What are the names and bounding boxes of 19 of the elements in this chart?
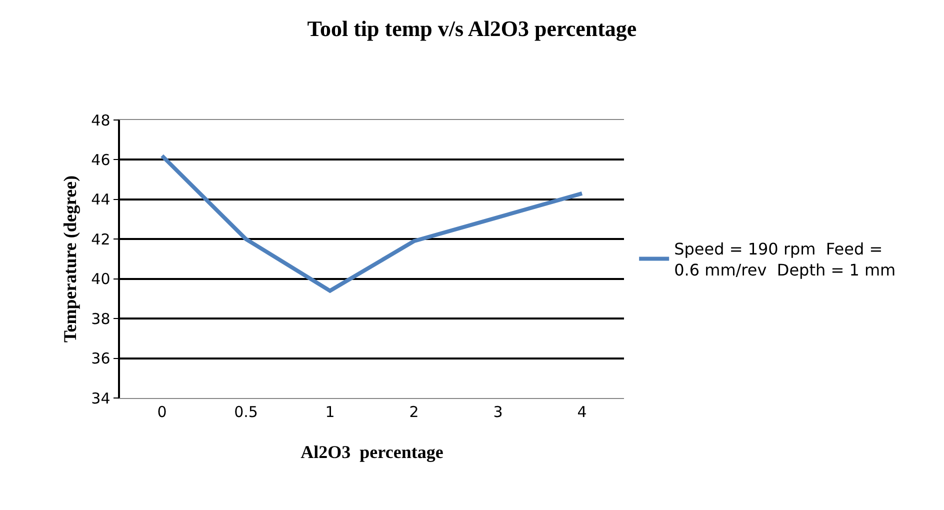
y-tick-label: 44 — [91, 190, 110, 209]
line-series — [160, 154, 584, 293]
y-tick-label: 40 — [91, 270, 110, 288]
y-tick-label: 42 — [91, 230, 110, 248]
y-tick-label: 36 — [91, 350, 110, 368]
y-tick-label: 48 — [91, 111, 110, 130]
y-tick-label: 46 — [91, 150, 110, 169]
x-tick-label: 1 — [325, 403, 335, 421]
y-tick-label: 34 — [91, 389, 110, 408]
legend-label: Speed = 190 rpm Feed = 0.6 mm/rev Depth = 1 mm — [674, 240, 896, 280]
x-tick-label: 2 — [409, 403, 419, 421]
y-axis-title: Temperature (degree) — [60, 175, 80, 343]
x-tick-label: 3 — [493, 403, 503, 421]
x-tick-label: 0 — [157, 403, 167, 421]
x-tick-label: 4 — [577, 403, 587, 421]
y-tick-label: 38 — [91, 310, 110, 328]
chart-title: Tool tip temp v/s Al2O3 percentage — [307, 16, 637, 41]
x-axis-title: Al2O3 percentage — [300, 442, 444, 462]
x-tick-label: 0.5 — [234, 403, 258, 421]
